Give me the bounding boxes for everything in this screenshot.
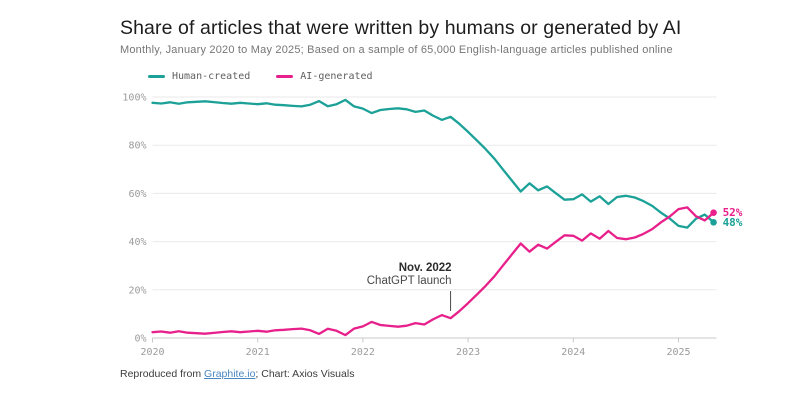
ai-end-label: 52%	[723, 206, 743, 219]
y-tick-label: 20%	[128, 285, 146, 296]
legend-label-ai: AI-generated	[300, 71, 373, 82]
x-tick-label: 2020	[140, 347, 164, 358]
ai-end-dot	[710, 209, 717, 216]
human-line-swatch	[148, 75, 165, 78]
human-end-label: 48%	[723, 216, 743, 229]
ai-line	[151, 206, 715, 337]
y-tick-label: 80%	[128, 141, 146, 152]
legend: Human-created AI-generated	[148, 71, 373, 82]
y-tick-label: 60%	[128, 189, 146, 200]
source-credit: Reproduced from Graphite.io; Chart: Axio…	[120, 368, 354, 380]
source-link[interactable]: Graphite.io	[204, 368, 256, 380]
chart-subtitle: Monthly, January 2020 to May 2025; Based…	[120, 44, 673, 56]
annotation-text: ChatGPT launch	[367, 275, 452, 287]
human-line	[151, 98, 715, 229]
source-prefix: Reproduced from	[120, 368, 205, 380]
x-tick-label: 2024	[561, 347, 585, 358]
legend-label-human: Human-created	[172, 71, 251, 82]
y-tick-label: 40%	[128, 237, 146, 248]
x-tick-label: 2022	[351, 347, 375, 358]
human-end-dot	[710, 219, 717, 226]
x-tick-label: 2025	[666, 347, 690, 358]
source-suffix: ; Chart: Axios Visuals	[255, 368, 355, 380]
annotation-title: Nov. 2022	[399, 262, 452, 274]
legend-item-human: Human-created	[148, 71, 250, 82]
x-tick-label: 2021	[246, 347, 270, 358]
y-tick-label: 100%	[122, 93, 146, 104]
legend-item-ai: AI-generated	[276, 71, 373, 82]
y-tick-label: 0%	[134, 334, 146, 345]
x-tick-label: 2023	[456, 347, 480, 358]
chart-title: Share of articles that were written by h…	[120, 17, 682, 39]
line-chart: 100% 80% 60% 40% 20% 0% 2020 2021 2022 2023 2024 20…	[122, 93, 743, 359]
ai-line-swatch	[276, 75, 294, 78]
